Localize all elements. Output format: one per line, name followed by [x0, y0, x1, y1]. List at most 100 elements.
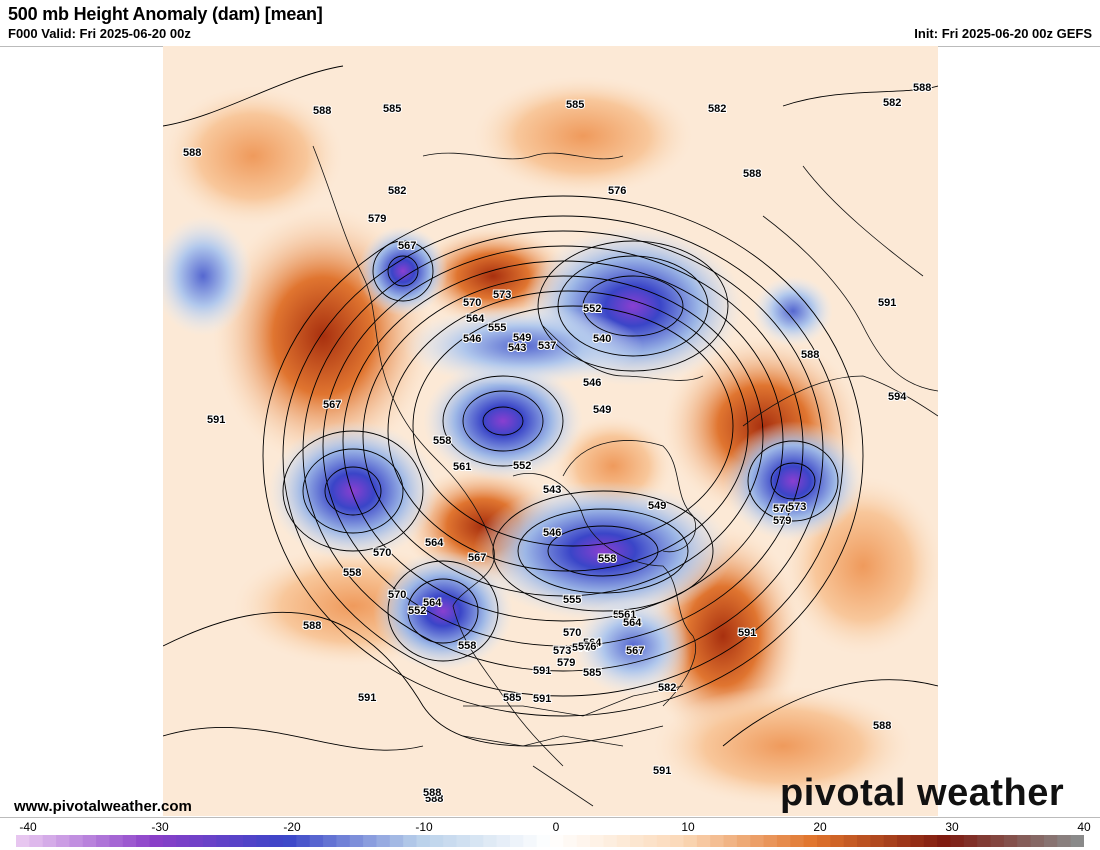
colorbar-tick-label: -30	[151, 820, 169, 834]
valid-time: F000 Valid: Fri 2025-06-20 00z	[8, 26, 191, 41]
contour-label: 582	[883, 97, 901, 109]
contour-label: 564	[583, 637, 602, 649]
colorbar-bin	[1017, 835, 1032, 847]
contour-label: 588	[873, 720, 891, 732]
colorbar-bin	[349, 835, 364, 847]
colorbar-bin	[950, 835, 965, 847]
contour-label: 579	[773, 515, 791, 527]
contour-label: 573	[788, 501, 806, 513]
contour-label: 567	[398, 240, 416, 252]
contour-label: 570	[463, 297, 481, 309]
contour-label: 591	[358, 692, 376, 704]
site-url[interactable]: www.pivotalweather.com	[14, 798, 192, 815]
colorbar-tick-label: 40	[1077, 820, 1091, 834]
colorbar-bin	[469, 835, 484, 847]
colorbar-bin	[483, 835, 498, 847]
colorbar-tick-label: -10	[415, 820, 433, 834]
colorbar-bin	[42, 835, 57, 847]
colorbar-bin	[429, 835, 444, 847]
contour-label: 573	[583, 638, 601, 650]
colorbar-bin	[162, 835, 177, 847]
contour-label: 576	[578, 641, 596, 653]
colorbar-bin	[189, 835, 204, 847]
colorbar-bin	[656, 835, 671, 847]
contour-label: 573	[553, 645, 571, 657]
contour-label: 591	[653, 765, 671, 777]
colorbar-bin	[643, 835, 658, 847]
contour-label: 552	[583, 303, 601, 315]
colorbar-bin	[576, 835, 591, 847]
contour-label: 546	[463, 333, 481, 345]
colorbar-tick-label: 10	[681, 820, 695, 834]
colorbar-bin	[29, 835, 44, 847]
colorbar-bin	[736, 835, 751, 847]
contour-label: 582	[388, 185, 406, 197]
contour-label: 591	[533, 693, 551, 705]
colorbar-bin	[56, 835, 70, 847]
contour-label: 573	[493, 289, 511, 301]
contour-label: 552	[408, 605, 426, 617]
colorbar-tick-label: -20	[283, 820, 301, 834]
contour-label: 549	[513, 332, 531, 344]
colorbar-bin	[256, 835, 271, 847]
contour-label: 564	[623, 617, 642, 629]
contour-label: 540	[593, 333, 611, 345]
contour-label: 579	[368, 213, 386, 225]
colorbar-bin	[817, 835, 831, 847]
colorbar-bin	[550, 835, 564, 847]
contour-label: 591	[533, 665, 551, 677]
height-anomaly-map: 5885855885885855825885825765795675645735…	[163, 46, 938, 816]
contour-label: 558	[343, 567, 361, 579]
contour-label: 555	[488, 322, 506, 334]
contour-label: 576	[572, 642, 590, 654]
contour-label: 558	[433, 435, 451, 447]
contour-label: 588	[913, 82, 931, 94]
contour-label: 585	[383, 103, 401, 115]
colorbar-bin	[750, 835, 765, 847]
contour-label: 576	[608, 185, 626, 197]
contour-label: 576	[773, 503, 791, 515]
contour-label: 537	[538, 340, 556, 352]
colorbar-bin	[109, 835, 124, 847]
contour-label: 564	[425, 537, 444, 549]
colorbar-bin	[776, 835, 791, 847]
colorbar-bin	[897, 835, 911, 847]
colorbar-bin	[843, 835, 858, 847]
colorbar-bin	[937, 835, 951, 847]
colorbar-bin	[269, 835, 284, 847]
colorbar-bin	[523, 835, 538, 847]
contour-label: 582	[658, 682, 676, 694]
colorbar-bin	[336, 835, 351, 847]
colorbar-bin	[803, 835, 818, 847]
colorbar-bin	[990, 835, 1005, 847]
colorbar-bin	[536, 835, 551, 847]
contour-label: 549	[593, 404, 611, 416]
contour-label: 543	[543, 484, 561, 496]
colorbar-bin	[69, 835, 84, 847]
colorbar-bin	[283, 835, 297, 847]
colorbar-bin	[416, 835, 431, 847]
contour-labels: 5885855885885855825885825765795675645735…	[182, 81, 932, 806]
contour-label: 561	[613, 609, 631, 621]
contour-label: 558	[458, 640, 476, 652]
colorbar-bin	[883, 835, 898, 847]
colorbar-bin	[563, 835, 578, 847]
colorbar-tick-label: -40	[19, 820, 37, 834]
colorbar-bin	[1057, 835, 1072, 847]
colorbar-bin	[723, 835, 738, 847]
colorbar-bin	[1003, 835, 1018, 847]
contour-label: 591	[878, 297, 896, 309]
contour-label: 546	[583, 377, 601, 389]
colorbar-bin	[216, 835, 231, 847]
contour-label: 591	[738, 627, 756, 639]
colorbar-bin	[857, 835, 871, 847]
colorbar-bin	[82, 835, 97, 847]
colorbar-bin	[376, 835, 391, 847]
contour-label: 543	[508, 342, 526, 354]
contour-label: 585	[566, 99, 584, 111]
colorbar-bin	[456, 835, 471, 847]
colorbar	[16, 835, 1084, 847]
colorbar-bin	[1043, 835, 1058, 847]
colorbar-bin	[830, 835, 845, 847]
colorbar-bin	[710, 835, 725, 847]
